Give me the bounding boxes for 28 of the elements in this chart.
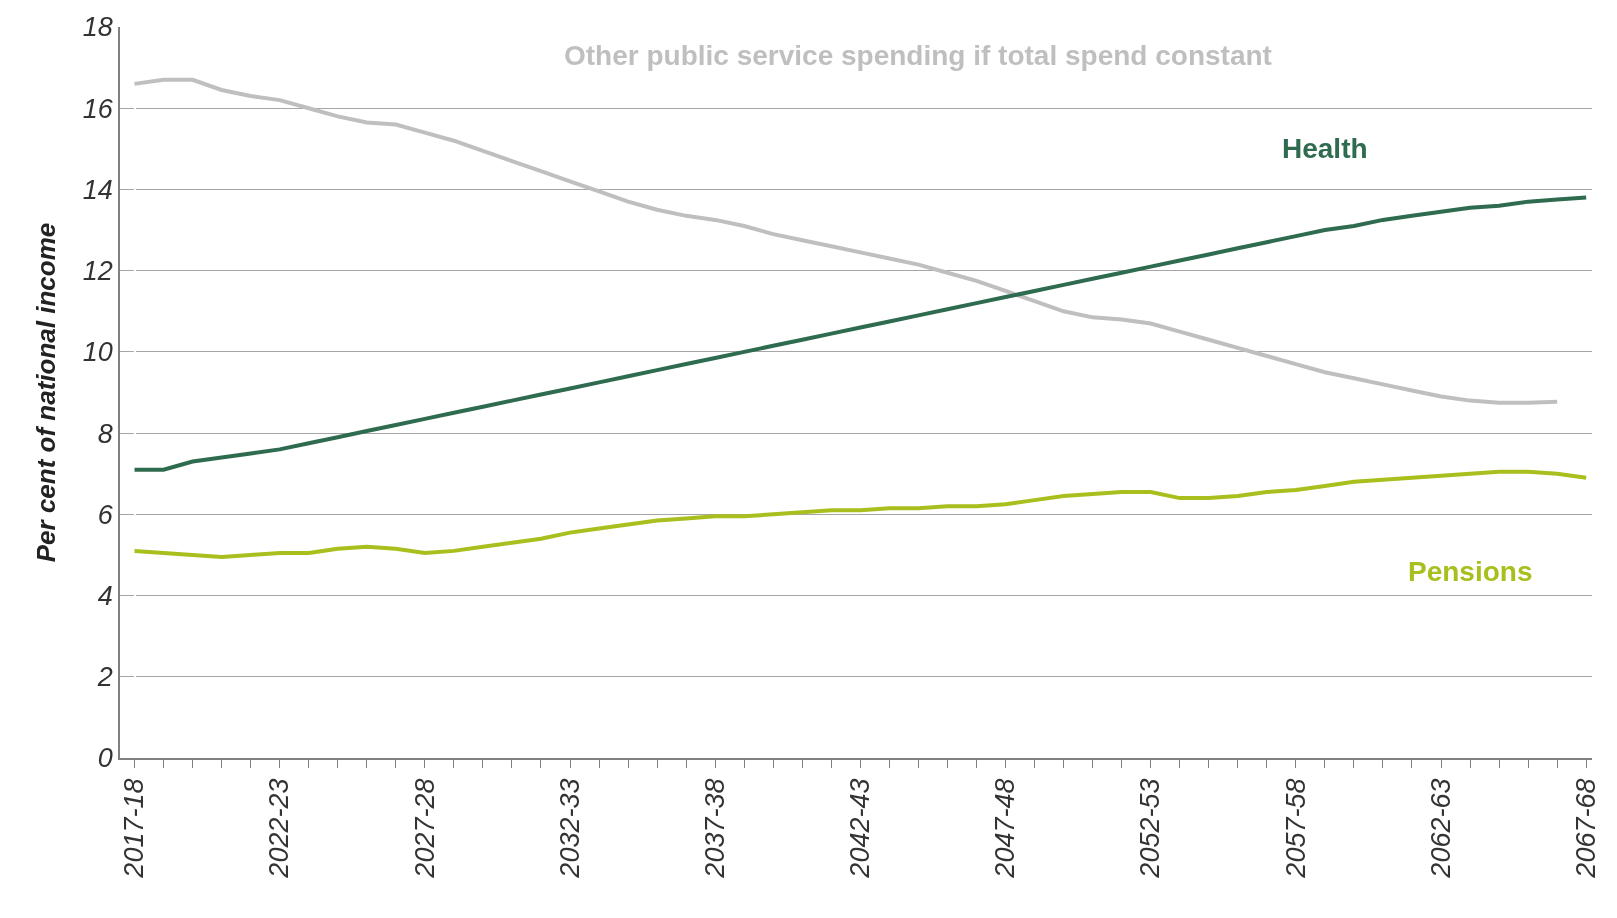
line-series [132,195,1589,472]
x-tick-label: 2022-23 [264,778,295,879]
x-tick-label: 2062-63 [1425,778,1456,879]
y-tick-label: 4 [97,581,113,612]
line-series [132,469,1589,559]
y-tick-label: 14 [82,174,113,205]
y-tick-label: 16 [82,93,114,124]
x-tick-label: 2017-18 [119,778,150,879]
x-tick-label: 2042-43 [845,778,876,879]
y-tick-label: 18 [82,12,113,43]
x-tick-label: 2067-68 [1570,778,1601,879]
x-tick-label: 2052-53 [1135,778,1166,879]
y-tick-label: 2 [96,662,113,693]
y-tick-label: 0 [97,743,113,774]
line-series [132,77,1560,405]
text: Health [1282,133,1368,164]
x-tick-label: 2037-38 [699,778,730,879]
y-axis-title: Per cent of national income [30,222,61,563]
y-tick-label: 8 [97,418,113,449]
y-tick-label: 6 [97,499,114,530]
y-tick-label: 12 [82,256,113,287]
x-tick-label: 2057-58 [1280,778,1311,879]
y-tick-label: 10 [82,337,113,368]
text: Pensions [1408,556,1533,587]
x-tick-label: 2047-48 [990,778,1021,879]
x-tick-label: 2032-33 [554,778,585,879]
text: Other public service spending if total spend constant [564,40,1272,71]
x-tick-label: 2027-28 [409,778,440,879]
